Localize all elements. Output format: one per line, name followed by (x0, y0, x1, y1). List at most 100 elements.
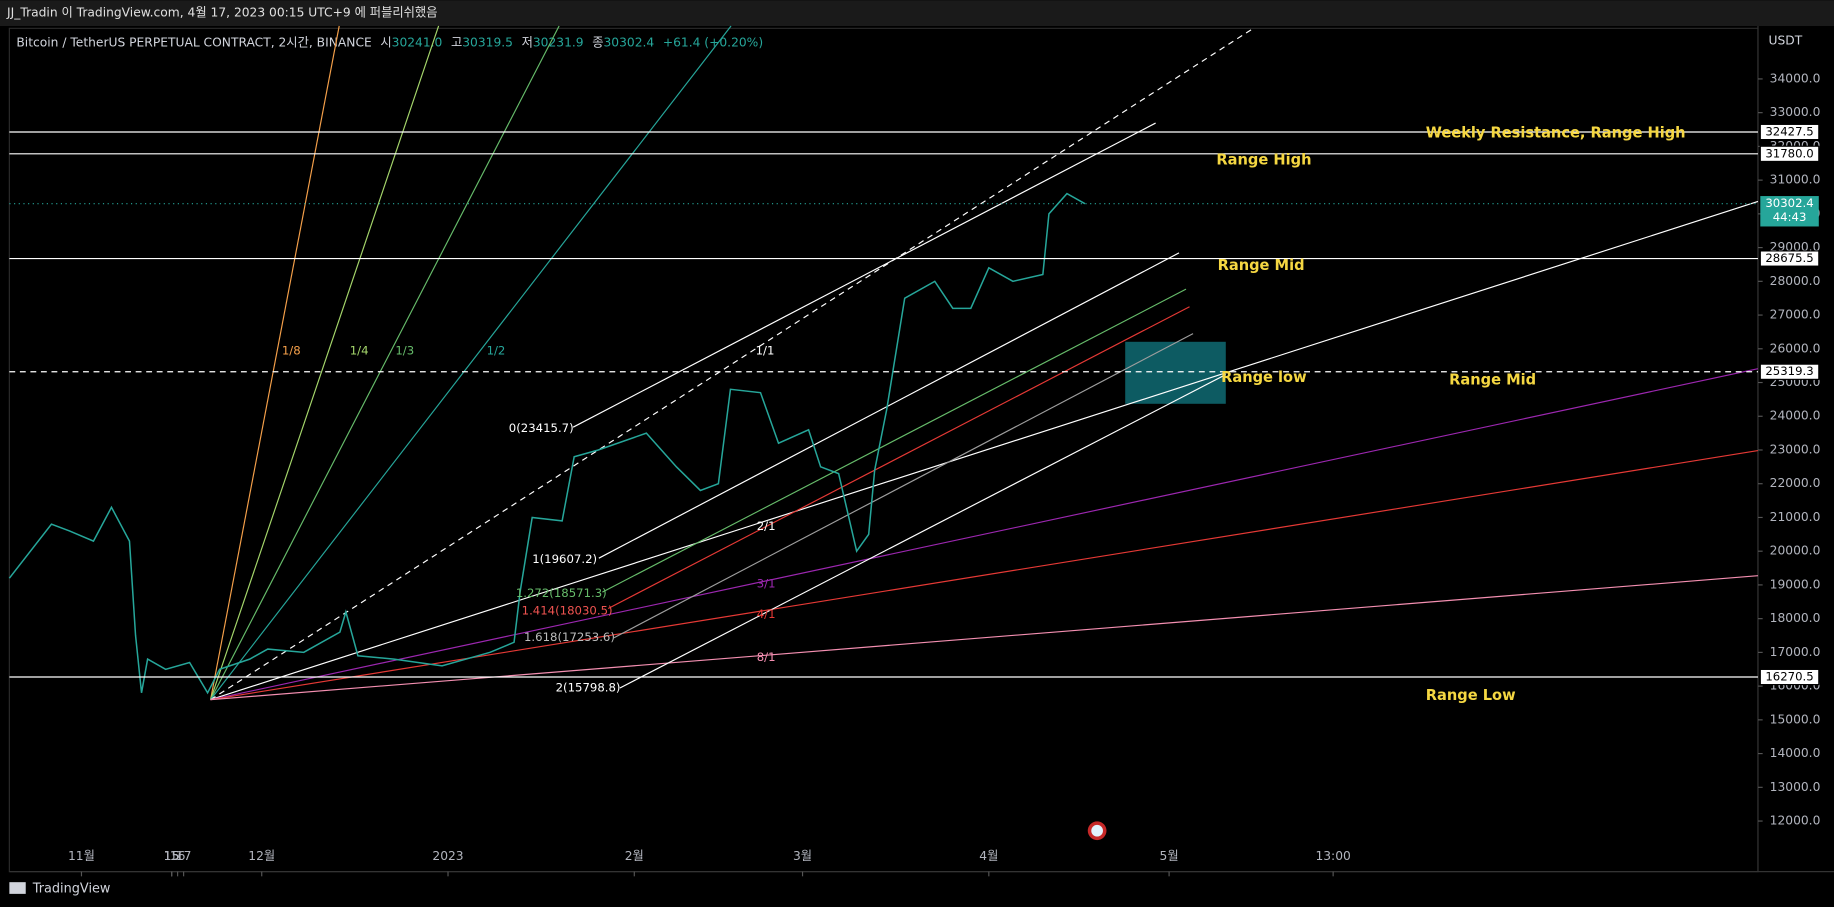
ohlc-label: 시 (380, 35, 391, 49)
y-unit: USDT (1769, 34, 1803, 48)
x-tick-label: 16 (170, 849, 186, 863)
x-tick-label: 4월 (979, 849, 998, 863)
annotation: 1(19607.2) (532, 552, 597, 566)
annotation: Range low (1221, 369, 1307, 386)
annotation: 1.618(17253.6) (524, 630, 615, 644)
x-tick-label: 15 (164, 849, 180, 863)
annotation: 1/3 (395, 344, 414, 358)
ohlc-value: 30302.4 (603, 35, 654, 49)
level-label-box (1760, 196, 1819, 227)
channel-line (607, 306, 1190, 609)
x-tick-label: 15 (164, 849, 180, 863)
annotation: 1/8 (282, 344, 301, 358)
y-tick-label: 18000.0 (1770, 611, 1821, 625)
annotation: 8/1 (757, 650, 776, 664)
y-tick-label: 14000.0 (1770, 746, 1821, 760)
annotation: 1/2 (487, 344, 506, 358)
x-tick-label: 13:00 (1315, 849, 1350, 863)
y-tick-label: 17000.0 (1770, 645, 1821, 659)
ohlc-value: 30231.9 (533, 35, 584, 49)
channel-line (572, 122, 1156, 428)
level-label: 32427.5 (1765, 124, 1813, 138)
x-tick-label: 15 (164, 849, 180, 863)
zone (1125, 341, 1226, 404)
y-tick-label: 22000.0 (1770, 476, 1821, 490)
x-tick-label: 11월 (68, 849, 95, 863)
level-label-box (1759, 145, 1820, 163)
brand: TradingView (32, 882, 111, 897)
annotation: Weekly Resistance, Range High (1426, 125, 1686, 142)
annotation: 1.414(18030.5) (522, 603, 613, 617)
publisher: JJ_Tradin 이 TradingView.com, 4월 17, 2023… (6, 5, 437, 20)
annotation: 1/1 (756, 344, 775, 358)
symbol: Bitcoin / TetherUS PERPETUAL CONTRACT, 2… (16, 35, 371, 49)
ohlc-value: 30319.5 (462, 35, 513, 49)
annotation: 2(15798.8) (556, 681, 621, 695)
x-tick-label: 12월 (248, 849, 275, 863)
annotation: Range Mid (1449, 371, 1536, 388)
y-tick-label: 24000.0 (1770, 409, 1821, 423)
legend: Bitcoin / TetherUS PERPETUAL CONTRACT, 2… (16, 35, 763, 49)
level-label-box (1759, 668, 1820, 686)
annotation: 2/1 (757, 519, 776, 533)
ohlc-label: 저 (522, 35, 533, 49)
channel-line (602, 288, 1187, 593)
fan-line (210, 25, 732, 701)
annotation: Range Mid (1218, 257, 1305, 274)
annotation: 0(23415.7) (509, 421, 574, 435)
channel-line (619, 374, 1227, 689)
annotation: 3/1 (757, 576, 776, 590)
level-label: 31780.0 (1765, 146, 1813, 160)
y-tick-label: 28000.0 (1770, 274, 1821, 288)
x-tick-label: 2023 (432, 849, 463, 863)
x-tick-label: 17 (176, 849, 192, 863)
level-label: 28675.5 (1765, 251, 1813, 265)
y-tick-label: 21000.0 (1770, 510, 1821, 524)
annotation: 1.272(18571.3) (516, 586, 607, 600)
fan-line (210, 25, 560, 700)
fan-line (210, 368, 1759, 701)
level-label-box (1759, 250, 1820, 267)
fan-line (210, 29, 1252, 701)
change: +61.4 (+0.20%) (663, 35, 763, 49)
fan-line (210, 200, 1759, 701)
y-tick-label: 31000.0 (1770, 173, 1821, 187)
drawings (209, 25, 1759, 701)
y-tick-label: 34000.0 (1770, 71, 1821, 85)
level-label-box (1759, 363, 1820, 380)
level-label-box (1759, 123, 1820, 141)
ohlc-value: 30241.0 (392, 35, 443, 49)
annotation: 1/4 (350, 344, 369, 358)
fan-line (209, 25, 340, 700)
x-tick-label: 5월 (1160, 849, 1179, 863)
countdown: 44:43 (1773, 210, 1807, 224)
fan-line (210, 575, 1759, 701)
annotation: Range Low (1426, 687, 1516, 704)
y-tick-label: 13000.0 (1770, 780, 1821, 794)
x-tick-label: 3월 (793, 849, 812, 863)
level-label: 25319.3 (1765, 364, 1813, 378)
channel-line (613, 333, 1194, 639)
ohlc-label: 고 (451, 35, 462, 49)
y-tick-label: 27000.0 (1770, 308, 1821, 322)
footer: TradingView (9, 882, 110, 897)
level-label: 16270.5 (1765, 669, 1813, 683)
logo (9, 882, 26, 894)
y-tick-label: 20000.0 (1770, 544, 1821, 558)
annotation: 4/1 (757, 607, 776, 621)
channel-line (598, 252, 1180, 559)
ohlc-label: 종 (592, 35, 603, 49)
level-label: 30302.4 (1765, 196, 1813, 210)
y-tick-label: 15000.0 (1770, 712, 1821, 726)
annotation: Range High (1216, 152, 1311, 169)
fan-line (209, 25, 440, 700)
y-tick-label: 33000.0 (1770, 105, 1821, 119)
y-tick-label: 26000.0 (1770, 341, 1821, 355)
top-bar (0, 0, 1834, 26)
flag-icon[interactable] (1087, 821, 1107, 841)
price-line (8, 192, 1086, 695)
x-tick-label: 2월 (625, 849, 644, 863)
